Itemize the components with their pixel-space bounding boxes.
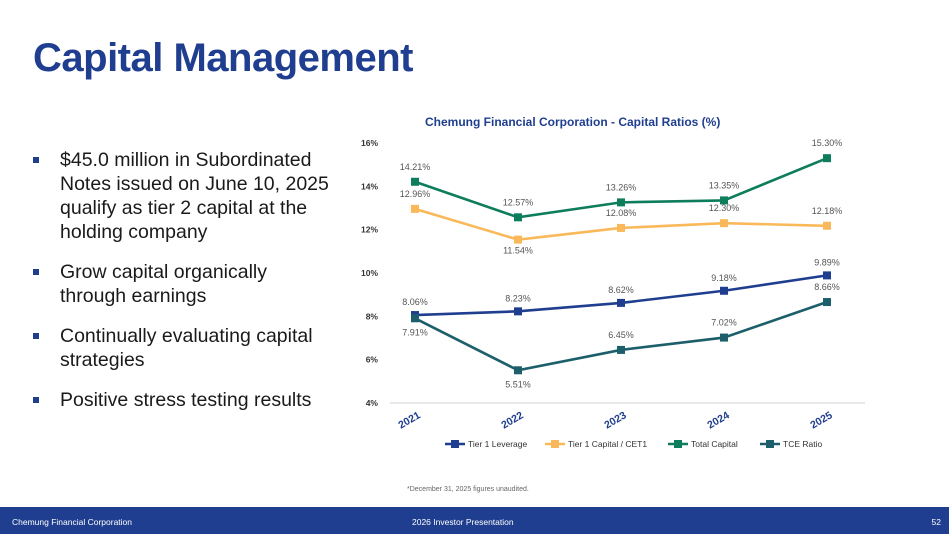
bullet-item: Grow capital organically through earning…: [33, 260, 333, 308]
bullet-text: Continually evaluating capital strategie…: [60, 325, 313, 371]
y-tick-label: 14%: [361, 181, 378, 191]
bullet-marker: [33, 269, 39, 275]
data-label: 13.26%: [606, 182, 637, 192]
series-line: [414, 274, 828, 317]
bullet-marker: [33, 157, 39, 163]
bullet-item: $45.0 million in Subordinated Notes issu…: [33, 148, 333, 244]
bullet-item: Continually evaluating capital strategie…: [33, 324, 333, 372]
data-label: 8.06%: [402, 297, 428, 307]
data-label: 12.96%: [400, 189, 431, 199]
footnote: *December 31, 2025 figures unaudited.: [407, 486, 529, 493]
bullet-list: $45.0 million in Subordinated Notes issu…: [33, 148, 333, 428]
data-point: [720, 333, 728, 342]
y-tick-label: 10%: [361, 268, 378, 278]
data-point: [514, 366, 522, 375]
data-point: [514, 235, 522, 244]
bullet-marker: [33, 397, 39, 403]
bullet-text: Grow capital organically through earning…: [60, 261, 268, 307]
data-point: [823, 271, 831, 280]
data-label: 11.54%: [503, 246, 533, 256]
x-tick-label: 2024: [705, 409, 731, 431]
data-label: 8.66%: [814, 282, 840, 292]
data-label: 6.45%: [608, 330, 634, 340]
data-point: [411, 314, 419, 323]
data-point: [617, 223, 625, 232]
data-point: [617, 198, 625, 207]
data-label: 9.18%: [711, 273, 737, 283]
footer-presentation: 2026 Investor Presentation: [412, 517, 514, 527]
bullet-text: Positive stress testing results: [60, 389, 312, 411]
data-label: 13.35%: [709, 180, 740, 190]
data-label: 7.02%: [711, 318, 737, 328]
legend-label: Tier 1 Capital / CET1: [568, 439, 647, 449]
data-label: 7.91%: [402, 327, 428, 337]
data-point: [823, 298, 831, 307]
x-tick-label: 2022: [499, 409, 525, 431]
x-tick-label: 2023: [602, 409, 628, 431]
data-point: [617, 345, 625, 354]
y-tick-label: 8%: [366, 311, 379, 321]
data-point: [823, 221, 831, 230]
data-label: 9.89%: [814, 257, 840, 267]
y-tick-label: 12%: [361, 225, 378, 235]
bullet-item: Positive stress testing results: [33, 388, 333, 412]
legend-label: Total Capital: [691, 439, 738, 449]
legend-label: TCE Ratio: [783, 439, 822, 449]
data-label: 8.62%: [608, 285, 634, 295]
data-label: 12.08%: [606, 208, 637, 218]
data-label: 15.30%: [812, 138, 843, 148]
data-point: [720, 196, 728, 205]
bullet-marker: [33, 333, 39, 339]
x-tick-label: 2025: [808, 409, 834, 431]
data-point: [514, 307, 522, 316]
y-tick-label: 6%: [366, 355, 379, 365]
data-point: [411, 177, 419, 186]
data-point: [720, 286, 728, 295]
data-point: [617, 298, 625, 307]
page-number: 52: [931, 517, 941, 527]
data-label: 5.51%: [505, 379, 531, 389]
data-label: 14.21%: [400, 162, 431, 172]
footer-company: Chemung Financial Corporation: [12, 517, 133, 527]
chart-title: Chemung Financial Corporation - Capital …: [425, 115, 721, 129]
data-label: 12.57%: [503, 197, 534, 207]
legend-marker: [766, 440, 774, 448]
data-point: [720, 219, 728, 228]
data-point: [823, 154, 831, 163]
legend-marker: [551, 440, 559, 448]
x-tick-label: 2021: [396, 409, 422, 431]
y-tick-label: 16%: [361, 138, 378, 148]
page-title: Capital Management: [33, 36, 413, 80]
data-label: 12.18%: [812, 206, 843, 216]
data-point: [411, 204, 419, 213]
footer-bar: Chemung Financial Corporation 2026 Inves…: [0, 507, 949, 534]
data-point: [514, 213, 522, 222]
legend-marker: [674, 440, 682, 448]
data-label: 12.30%: [709, 203, 740, 213]
capital-ratios-chart: 4% 6% 8% 10% 12% 14% 16% 2021 2022 2023 2024 2025 8.…: [361, 138, 865, 449]
data-label: 8.23%: [505, 293, 531, 303]
legend-marker: [451, 440, 459, 448]
y-tick-label: 4%: [366, 398, 379, 408]
bullet-text: $45.0 million in Subordinated Notes issu…: [60, 149, 329, 243]
legend-label: Tier 1 Leverage: [468, 439, 527, 449]
